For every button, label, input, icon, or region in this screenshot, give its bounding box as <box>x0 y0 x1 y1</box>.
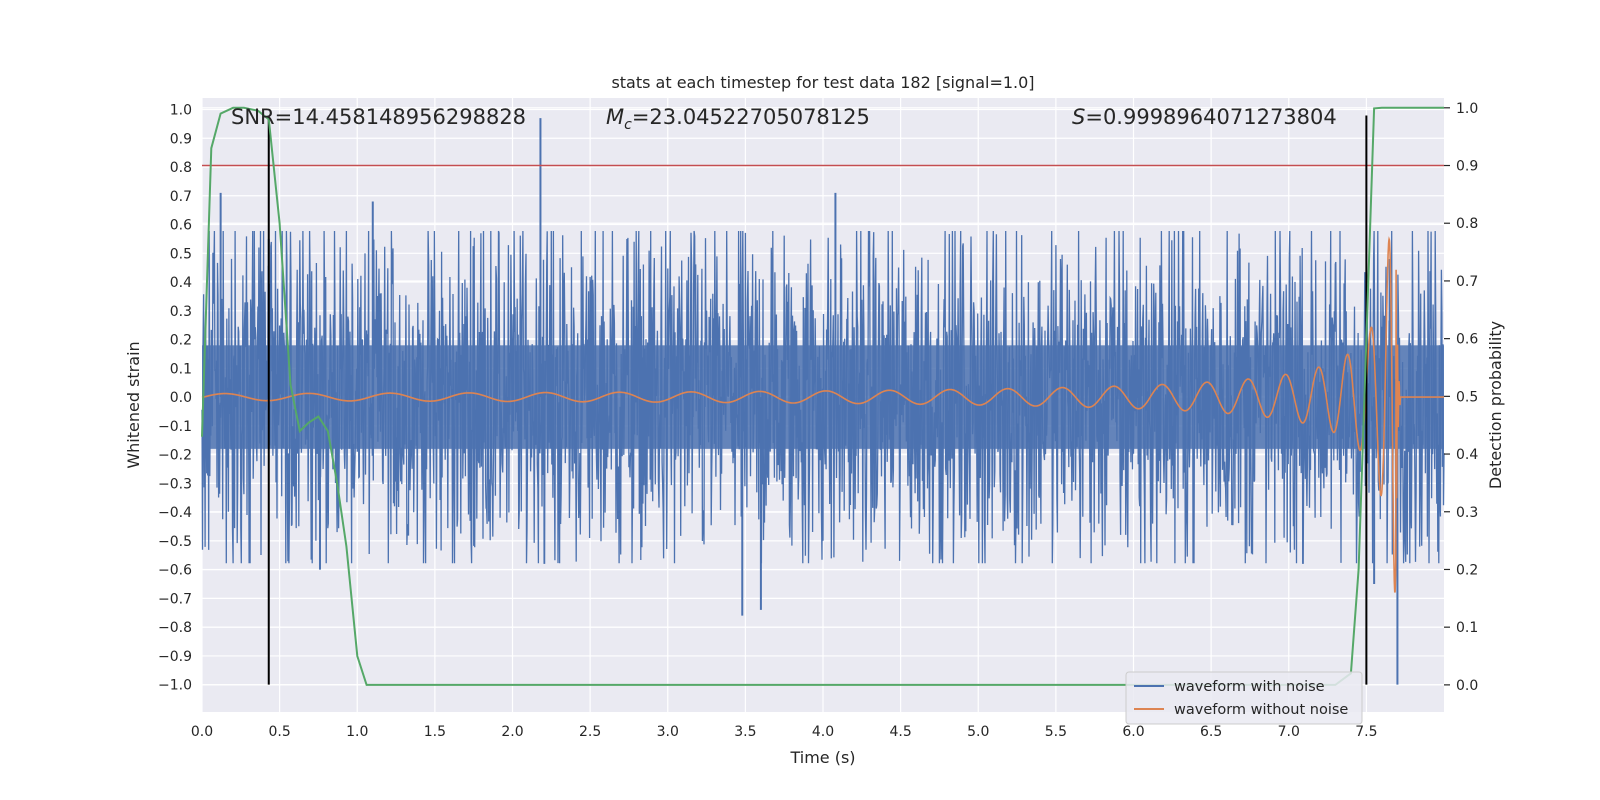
y-tick-label: 0.2 <box>170 333 192 349</box>
overlay-lines <box>202 115 1444 685</box>
y-tick-label: 1.0 <box>170 103 192 119</box>
chirp-mass-annotation: Mc=23.04522705078125 <box>606 105 870 133</box>
y-tick-label: −0.6 <box>158 563 192 579</box>
y2-tick-label: 0.3 <box>1456 505 1478 521</box>
y-tick-label: 0.3 <box>170 304 192 320</box>
x-axis-label: Time (s) <box>789 748 855 767</box>
y2-tick-label: 0.7 <box>1456 274 1478 290</box>
y2-tick-label: 0.9 <box>1456 159 1478 175</box>
legend-label-clean: waveform without noise <box>1174 702 1348 718</box>
y-tick-label: 0.7 <box>170 189 192 205</box>
y-tick-label: −1.0 <box>158 678 192 694</box>
x-tick-label: 0.5 <box>268 724 290 740</box>
x-tick-label: 6.5 <box>1200 724 1222 740</box>
y-tick-label: −0.2 <box>158 448 192 464</box>
y-tick-label: 0.1 <box>170 361 192 377</box>
y-tick-label: 0.4 <box>170 275 192 291</box>
snr-annotation: SNR=14.458148956298828 <box>231 105 526 129</box>
x-tick-label: 0.0 <box>191 724 213 740</box>
x-tick-label: 4.0 <box>812 724 834 740</box>
legend-label-noise: waveform with noise <box>1174 679 1325 695</box>
x-tick-label: 2.5 <box>579 724 601 740</box>
x-tick-label: 5.0 <box>967 724 989 740</box>
tick-labels: 0.0 0.5 1.0 1.5 2.0 2.5 3.0 3.5 4.0 4.5 5.0 5.5 6.0 6… <box>158 101 1478 740</box>
chirp-line <box>201 236 1444 593</box>
score-symbol: S <box>1072 105 1085 129</box>
y2-tick-label: 1.0 <box>1456 101 1478 117</box>
y-axis-label: Whitened strain <box>124 341 143 468</box>
y-tick-label: −0.8 <box>158 620 192 636</box>
y-tick-label: 0.8 <box>170 160 192 176</box>
chirp-mass-symbol: M <box>606 105 624 129</box>
x-tick-label: 4.5 <box>889 724 911 740</box>
x-tick-label: 2.0 <box>501 724 523 740</box>
x-tick-label: 3.0 <box>657 724 679 740</box>
x-tick-label: 7.5 <box>1355 724 1377 740</box>
chart-title: stats at each timestep for test data 182… <box>611 73 1034 92</box>
y-tick-label: 0.9 <box>170 131 192 147</box>
y-tick-label: −0.5 <box>158 534 192 550</box>
y-tick-label: 0.6 <box>170 218 192 234</box>
y2-tick-label: 0.0 <box>1456 678 1478 694</box>
y2-tick-label: 0.4 <box>1456 447 1478 463</box>
y2-tick-label: 0.8 <box>1456 216 1478 232</box>
x-tick-label: 5.5 <box>1045 724 1067 740</box>
y-tick-label: −0.3 <box>158 476 192 492</box>
y-tick-label: −0.4 <box>158 505 192 521</box>
y-tick-label: −0.1 <box>158 419 192 435</box>
y-tick-label: 0.5 <box>170 246 192 262</box>
x-tick-label: 1.5 <box>424 724 446 740</box>
legend-box <box>1125 671 1363 725</box>
y2-tick-label: 0.2 <box>1456 562 1478 578</box>
x-tick-label: 6.0 <box>1122 724 1144 740</box>
y2-tick-label: 0.5 <box>1456 389 1478 405</box>
x-tick-label: 3.5 <box>734 724 756 740</box>
score-annotation: S=0.9998964071273804 <box>1072 105 1337 129</box>
y-tick-label: −0.7 <box>158 591 192 607</box>
y2-tick-label: 0.6 <box>1456 332 1478 348</box>
x-tick-label: 7.0 <box>1278 724 1300 740</box>
score-value: =0.9998964071273804 <box>1085 105 1336 129</box>
chirp-mass-subscript: c <box>624 117 632 133</box>
chirp-series <box>201 236 1444 593</box>
y-tick-label: −0.9 <box>158 649 192 665</box>
x-tick-label: 1.0 <box>346 724 368 740</box>
y2-tick-label: 0.1 <box>1456 620 1478 636</box>
chirp-mass-value: =23.04522705078125 <box>632 105 870 129</box>
y-tick-label: 0.0 <box>170 390 192 406</box>
y2-axis-label: Detection probability <box>1486 321 1505 489</box>
legend: waveform with noise waveform without noi… <box>1125 671 1363 725</box>
